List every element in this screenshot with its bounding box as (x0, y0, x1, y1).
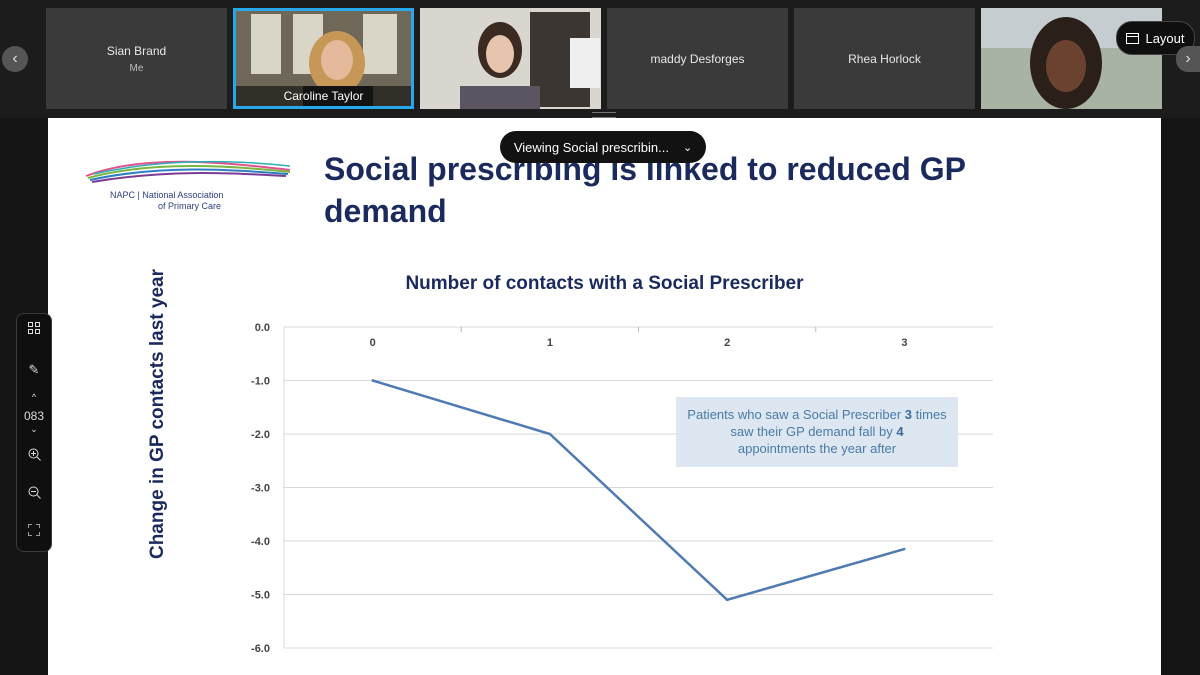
layout-label: Layout (1145, 30, 1185, 46)
prev-participants-button[interactable]: ‹ (2, 46, 28, 72)
chevron-down-icon: ⌄ (682, 141, 693, 154)
chevron-right-icon: › (1185, 50, 1191, 67)
chevron-left-icon: ‹ (12, 50, 18, 67)
data-point (548, 432, 552, 436)
annotation-highlight: 4 (896, 424, 904, 439)
next-participants-button[interactable]: › (1176, 46, 1200, 72)
chart-annotation: Patients who saw a Social Prescriber 3 t… (676, 397, 958, 467)
viewing-label: Viewing Social prescribin... (513, 139, 669, 155)
data-point (725, 598, 729, 602)
participant-name: Rhea Horlock (848, 51, 921, 66)
y-tick-label: -3.0 (251, 483, 270, 495)
participant-tile-2[interactable]: Caroline Taylor (233, 8, 414, 109)
logo-text: NAPC | National Association of Primary C… (110, 190, 223, 212)
participant-name: Caroline Taylor (283, 89, 364, 103)
annotation-text: times saw their GP demand fall by (730, 407, 947, 439)
layout-button[interactable]: Layout (1116, 21, 1195, 55)
x-tick-label: 1 (547, 337, 553, 349)
y-tick-label: -6.0 (251, 643, 270, 655)
chart-title: Number of contacts with a Social Prescri… (405, 273, 804, 294)
zoom-up-chevron-icon[interactable]: ^ (31, 392, 37, 402)
participant-name: maddy Desforges (650, 51, 745, 66)
series-line (372, 379, 905, 602)
line-chart: 0.0 -1.0 -2.0 -3.0 -4.0 -5.0 -6.0 0 1 2 3 (251, 322, 993, 655)
participant-tile-3[interactable] (420, 8, 601, 109)
zoom-level: 083 (23, 409, 45, 423)
video-feed (233, 8, 414, 109)
resize-handle[interactable] (592, 112, 616, 118)
y-tick-label: -5.0 (251, 590, 270, 602)
participant-name-bar: Caroline Taylor (236, 86, 411, 106)
data-point (903, 547, 906, 551)
video-feed (420, 8, 601, 109)
annotation-text: appointments the year after (737, 441, 897, 456)
y-tick-label: -1.0 (251, 376, 270, 388)
y-tick-label: -2.0 (251, 429, 270, 441)
annotation-highlight: 3 (904, 407, 913, 422)
participant-tile-4[interactable]: maddy Desforges (607, 8, 788, 109)
calendar-icon (1126, 33, 1140, 44)
logo-swoosh (85, 160, 291, 183)
zoom-in-icon[interactable] (17, 448, 51, 464)
x-tick-label: 0 (370, 337, 376, 349)
participant-tile-5[interactable]: Rhea Horlock (794, 8, 975, 109)
zoom-out-icon[interactable] (17, 486, 51, 502)
napc-logo: NAPC | National Association of Primary C… (84, 152, 294, 212)
shared-slide: NAPC | National Association of Primary C… (48, 118, 1161, 675)
annotate-pen-icon[interactable]: ✎ (28, 362, 40, 377)
participant-self-label: Me (129, 62, 144, 74)
participant-name: Sian Brand (106, 43, 167, 58)
logo-line-2: of Primary Care (158, 201, 222, 211)
y-tick-label: -4.0 (251, 536, 270, 548)
x-tick-label: 3 (901, 337, 907, 349)
y-tick-label: 0.0 (255, 322, 270, 334)
zoom-down-chevron-icon[interactable]: ⌄ (30, 424, 38, 434)
fit-screen-icon[interactable] (17, 524, 51, 539)
grid-view-icon[interactable] (17, 322, 51, 337)
data-point (371, 379, 374, 382)
participant-strip: ‹ Sian Brand Me Caroline Taylor m (0, 0, 1200, 118)
annotation-text: Patients who saw a Social Prescriber (687, 407, 905, 422)
participant-tile-1[interactable]: Sian Brand Me (46, 8, 227, 109)
logo-line-1: NAPC | National Association (110, 190, 224, 200)
x-tick-label: 2 (724, 337, 730, 349)
view-toolbar: ✎ ^ 083 ⌄ (16, 313, 52, 552)
viewing-share-dropdown[interactable]: Viewing Social prescribin... ⌄ (500, 131, 706, 163)
